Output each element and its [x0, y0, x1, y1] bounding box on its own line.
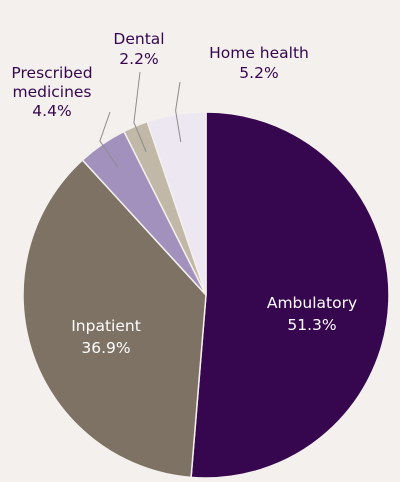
label-prescribed-name-line1: Prescribed: [11, 64, 92, 82]
label-prescribed-value: 4.4%: [32, 102, 71, 120]
label-ambulatory-value: 51.3%: [287, 316, 336, 334]
slice-ambulatory: [190, 111, 390, 479]
label-dental-name: Dental: [113, 30, 164, 48]
leader-lines: [99, 71, 182, 168]
label-prescribed-name-line2: medicines: [12, 83, 91, 101]
label-home-health-value: 5.2%: [239, 64, 278, 82]
label-home-health-name: Home health: [209, 44, 309, 62]
slice-inpatient: [22, 158, 207, 479]
leader-line-prescribed-medicines: [99, 111, 119, 168]
label-dental-value: 2.2%: [119, 50, 158, 68]
leader-line-dental: [133, 71, 147, 153]
leader-line-home-health: [175, 81, 182, 143]
label-ambulatory-name: Ambulatory: [267, 294, 357, 312]
label-inpatient-value: 36.9%: [81, 339, 130, 357]
label-inpatient-name: Inpatient: [71, 317, 141, 335]
pie-slices: [22, 111, 390, 479]
